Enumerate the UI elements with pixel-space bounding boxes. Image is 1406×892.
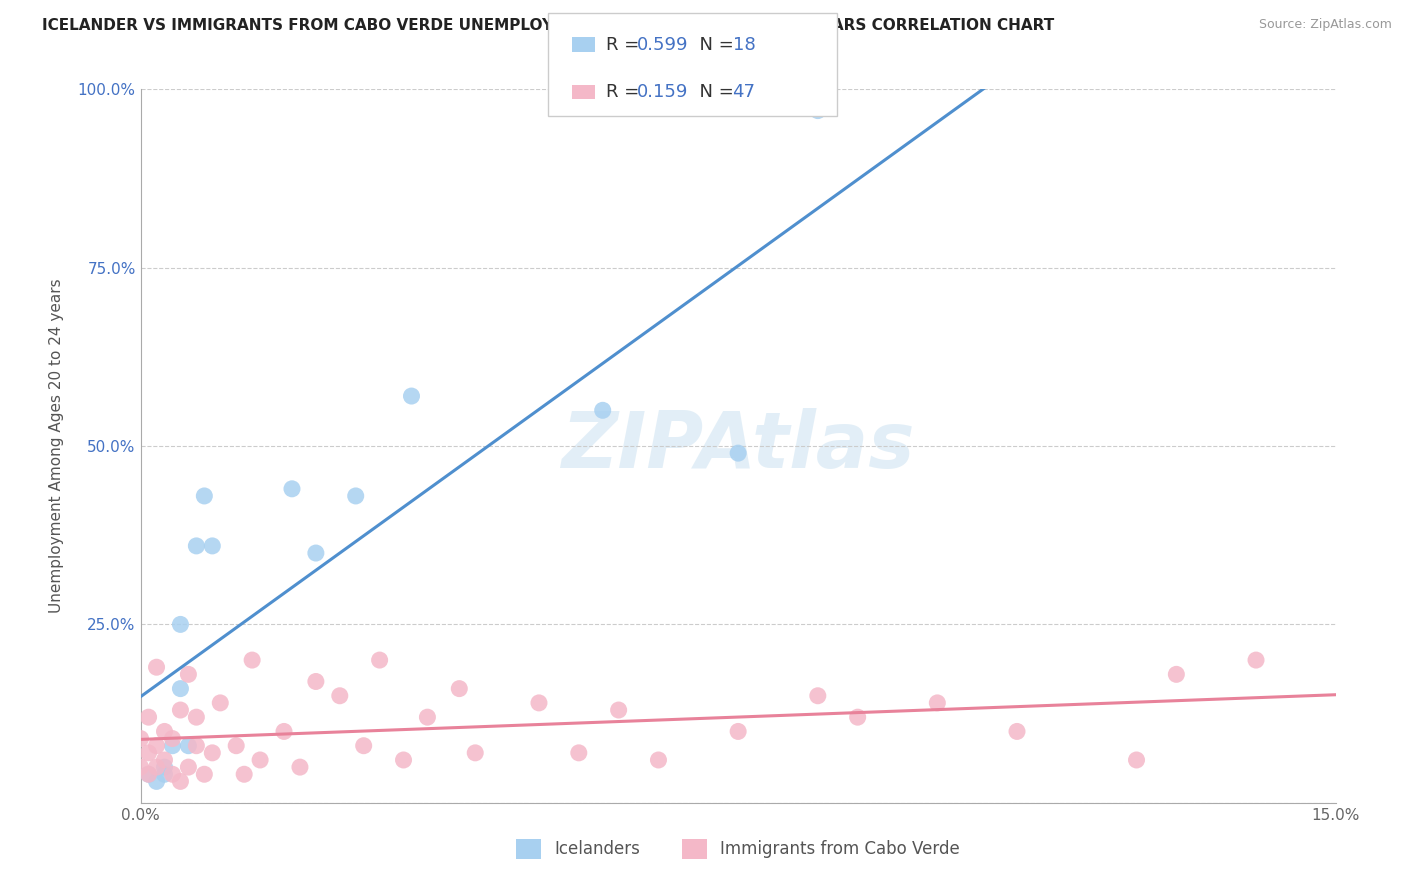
Point [305,674,328,689]
Point [209,696,232,710]
Point [807,689,830,703]
Point [353,739,375,753]
Point [153,767,176,781]
Point [464,746,486,760]
Point [344,489,367,503]
Point [527,696,550,710]
Point [177,760,200,774]
Point [138,767,160,781]
Text: 0.159: 0.159 [637,83,689,101]
Point [169,681,191,696]
Point [368,653,391,667]
Point [592,403,614,417]
Point [145,760,167,774]
Point [401,389,423,403]
Point [273,724,295,739]
Point [927,696,949,710]
Point [169,774,191,789]
Point [153,760,176,774]
Point [169,703,191,717]
Point [225,739,247,753]
Legend: Icelanders, Immigrants from Cabo Verde: Icelanders, Immigrants from Cabo Verde [509,832,967,866]
Point [807,103,830,118]
Point [193,767,215,781]
Point [1244,653,1267,667]
Text: R =: R = [606,36,645,54]
Point [145,660,167,674]
Point [240,653,263,667]
Point [186,739,208,753]
Text: 0.599: 0.599 [637,36,689,54]
Text: 47: 47 [733,83,755,101]
Point [177,739,200,753]
Point [145,739,167,753]
Point [392,753,415,767]
Point [449,681,471,696]
Y-axis label: Unemployment Among Ages 20 to 24 years: Unemployment Among Ages 20 to 24 years [49,278,63,614]
Point [305,546,328,560]
Text: 18: 18 [733,36,755,54]
Point [607,703,630,717]
Text: Source: ZipAtlas.com: Source: ZipAtlas.com [1258,18,1392,31]
Text: N =: N = [688,36,740,54]
Point [193,489,215,503]
Point [186,710,208,724]
Point [177,667,200,681]
Point [727,724,749,739]
Point [201,746,224,760]
Point [153,753,176,767]
Point [138,746,160,760]
Point [153,724,176,739]
Point [1166,667,1188,681]
Point [727,446,749,460]
Text: R =: R = [606,83,645,101]
Point [162,739,184,753]
Point [169,617,191,632]
Point [249,753,271,767]
Point [201,539,224,553]
Point [1005,724,1028,739]
Point [186,539,208,553]
Text: ICELANDER VS IMMIGRANTS FROM CABO VERDE UNEMPLOYMENT AMONG AGES 20 TO 24 YEARS C: ICELANDER VS IMMIGRANTS FROM CABO VERDE … [42,18,1054,33]
Point [129,760,152,774]
Point [138,767,160,781]
Point [162,731,184,746]
Text: ZIPAtlas: ZIPAtlas [561,408,915,484]
Point [416,710,439,724]
Point [162,767,184,781]
Point [846,710,869,724]
Point [647,753,669,767]
Text: N =: N = [688,83,740,101]
Point [568,746,591,760]
Point [233,767,256,781]
Point [129,731,152,746]
Point [281,482,304,496]
Point [288,760,311,774]
Point [138,710,160,724]
Point [145,774,167,789]
Point [329,689,352,703]
Point [1125,753,1147,767]
